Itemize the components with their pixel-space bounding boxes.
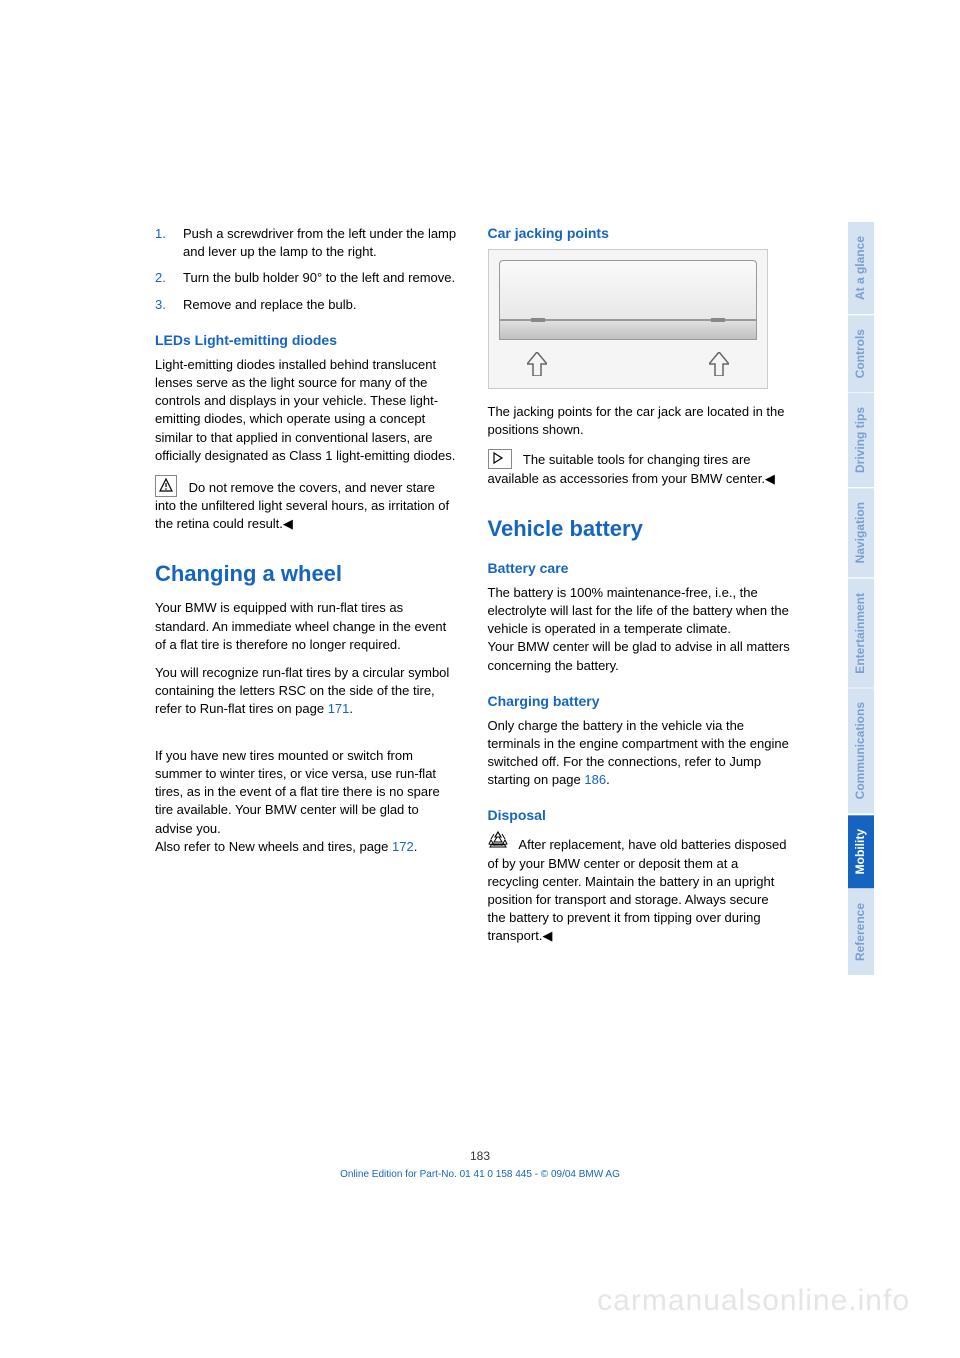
disposal-block: After replacement, have old batteries di…	[488, 831, 791, 945]
jacking-info-text: The suitable tools for changing tires ar…	[488, 452, 775, 485]
page-number: 183	[470, 1149, 490, 1163]
wheel-p2a: You will recognize run-flat tires by a c…	[155, 665, 449, 716]
leds-body: Light-emitting diodes installed behind t…	[155, 356, 458, 465]
tab-navigation[interactable]: Navigation	[848, 488, 874, 578]
list-text: Turn the bulb holder 90° to the left and…	[183, 269, 458, 287]
list-number: 3.	[155, 296, 169, 314]
battery-heading: Vehicle battery	[488, 516, 791, 542]
charging-body: Only charge the battery in the vehicle v…	[488, 717, 791, 790]
right-column: Car jacking points The jacking points fo…	[488, 225, 791, 956]
jacking-heading: Car jacking points	[488, 225, 791, 241]
list-item: 3. Remove and replace the bulb.	[155, 296, 458, 314]
list-text: Remove and replace the bulb.	[183, 296, 458, 314]
wheel-p2b: .	[349, 701, 353, 716]
tab-controls[interactable]: Controls	[848, 315, 874, 393]
footer-text: Online Edition for Part-No. 01 41 0 158 …	[340, 1169, 620, 1180]
battery-care-heading: Battery care	[488, 560, 791, 576]
jack-mark	[531, 318, 545, 322]
jacking-info-block: The suitable tools for changing tires ar…	[488, 449, 791, 487]
page-link-172[interactable]: 172	[392, 839, 414, 854]
list-number: 2.	[155, 269, 169, 287]
page-link-186[interactable]: 186	[584, 772, 606, 787]
list-item: 1. Push a screwdriver from the left unde…	[155, 225, 458, 261]
page-link-171[interactable]: 171	[328, 701, 350, 716]
charging-body-a: Only charge the battery in the vehicle v…	[488, 718, 789, 788]
up-arrow-icon	[527, 352, 547, 376]
car-sill	[499, 320, 757, 340]
wheel-p3b: .	[414, 839, 418, 854]
tab-driving-tips[interactable]: Driving tips	[848, 393, 874, 488]
tab-reference[interactable]: Reference	[848, 889, 874, 976]
watermark: carmanualsonline.info	[597, 1284, 910, 1318]
disposal-text: After replacement, have old batteries di…	[488, 837, 787, 943]
changing-wheel-heading: Changing a wheel	[155, 561, 458, 587]
up-arrow-icon	[709, 352, 729, 376]
wheel-p1: Your BMW is equipped with run-flat tires…	[155, 599, 458, 654]
list-number: 1.	[155, 225, 169, 261]
charging-body-b: .	[606, 772, 610, 787]
disposal-heading: Disposal	[488, 807, 791, 823]
wheel-p2: You will recognize run-flat tires by a c…	[155, 664, 458, 719]
battery-care-body: The battery is 100% maintenance-free, i.…	[488, 584, 791, 675]
car-jacking-diagram	[488, 249, 768, 389]
charging-heading: Charging battery	[488, 693, 791, 709]
list-text: Push a screwdriver from the left under t…	[183, 225, 458, 261]
tab-at-a-glance[interactable]: At a glance	[848, 222, 874, 315]
car-side-outline	[499, 260, 757, 320]
jack-mark	[711, 318, 725, 322]
info-arrow-icon	[488, 449, 512, 469]
tab-mobility[interactable]: Mobility	[848, 815, 874, 889]
leds-warning-block: Do not remove the covers, and never star…	[155, 475, 458, 534]
recycle-icon	[488, 831, 508, 852]
wheel-p3: If you have new tires mounted or switch …	[155, 729, 458, 856]
leds-warning-text: Do not remove the covers, and never star…	[155, 480, 449, 531]
jacking-body: The jacking points for the car jack are …	[488, 403, 791, 439]
content-area: 1. Push a screwdriver from the left unde…	[155, 225, 790, 956]
leds-heading: LEDs Light-emitting diodes	[155, 332, 458, 348]
page-container: 1. Push a screwdriver from the left unde…	[0, 0, 960, 1358]
tab-communications[interactable]: Communications	[848, 688, 874, 814]
tab-entertainment[interactable]: Entertainment	[848, 579, 874, 689]
warning-icon	[155, 475, 177, 497]
list-item: 2. Turn the bulb holder 90° to the left …	[155, 269, 458, 287]
side-tabs: At a glance Controls Driving tips Naviga…	[848, 222, 874, 976]
left-column: 1. Push a screwdriver from the left unde…	[155, 225, 458, 956]
